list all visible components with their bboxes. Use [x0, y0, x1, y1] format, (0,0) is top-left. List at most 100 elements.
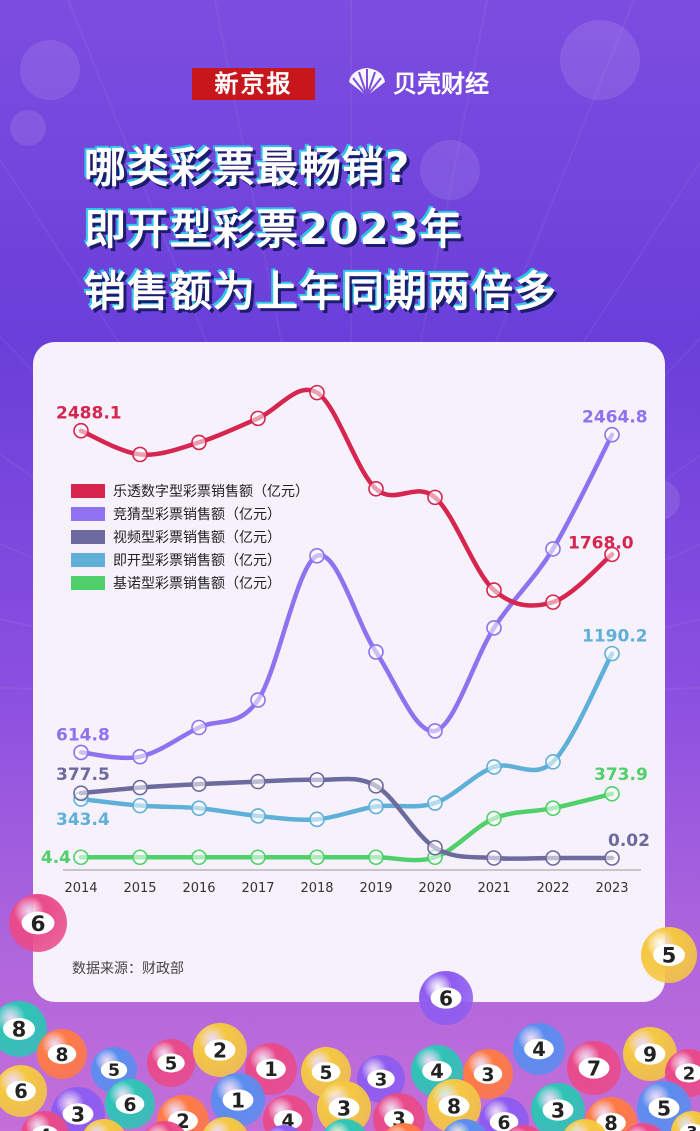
legend-swatch	[71, 484, 105, 498]
data-label: 2464.8	[582, 408, 648, 428]
data-point	[191, 776, 207, 792]
svg-text:3: 3	[551, 1098, 565, 1122]
lottery-ball: 3	[500, 1124, 548, 1131]
series-line	[78, 776, 615, 862]
lottery-ball: 8	[0, 1000, 48, 1058]
legend-swatch	[71, 576, 105, 590]
lottery-ball: 7	[380, 1122, 428, 1131]
chart-card: 2014 2015 2016 2017 2018 2019 2020 2021 2022 2023…	[33, 342, 665, 1002]
lottery-ball: 1	[210, 1072, 266, 1128]
lottery-ball: 8	[36, 1028, 88, 1080]
data-label: 343.4	[56, 810, 110, 830]
data-point	[545, 754, 561, 770]
legend-entry: 竞猜型彩票销售额（亿元）	[113, 506, 281, 523]
svg-text:6: 6	[14, 1080, 28, 1103]
data-label: 377.5	[56, 765, 110, 785]
data-label: 4.4	[41, 848, 71, 868]
lottery-ball: 3	[50, 1086, 106, 1131]
background-bubble	[420, 140, 480, 200]
x-tick-label: 2022	[536, 881, 569, 896]
svg-text:8: 8	[12, 1018, 27, 1042]
data-source-note: 数据来源：财政部	[72, 961, 184, 977]
data-point	[368, 480, 384, 497]
x-tick-label: 2014	[64, 881, 97, 896]
data-point	[427, 489, 443, 506]
legend-entry: 乐透数字型彩票销售额（亿元）	[113, 484, 309, 500]
lottery-ball: 4	[512, 1022, 566, 1076]
data-point	[132, 748, 148, 765]
data-point	[250, 808, 266, 824]
svg-text:5: 5	[165, 1054, 178, 1075]
svg-text:2: 2	[683, 1064, 696, 1085]
lottery-ball: 5	[320, 1118, 370, 1131]
data-point	[368, 778, 384, 794]
data-point	[604, 850, 620, 866]
legend-swatch	[71, 530, 105, 544]
lottery-ball: 3	[356, 1054, 406, 1104]
svg-text:4: 4	[532, 1038, 546, 1061]
data-label: 0.02	[608, 831, 650, 851]
x-tick-label: 2019	[359, 881, 392, 896]
lottery-ball: 3	[316, 1080, 372, 1131]
svg-text:5: 5	[662, 944, 677, 968]
svg-text:5: 5	[657, 1096, 671, 1120]
lottery-ball: 8	[584, 1096, 638, 1131]
data-point	[486, 810, 502, 827]
lottery-ball: 7	[566, 1040, 622, 1096]
data-point	[132, 779, 148, 796]
lottery-ball: 6	[8, 893, 68, 953]
lottery-ball: 6	[0, 1064, 48, 1118]
svg-text:3: 3	[375, 1070, 388, 1091]
svg-text:2: 2	[176, 1110, 190, 1131]
data-point	[486, 620, 502, 636]
data-point	[309, 384, 325, 401]
svg-text:2: 2	[213, 1038, 227, 1062]
lottery-ball: 4	[20, 1110, 70, 1131]
data-label: 1190.2	[582, 627, 648, 647]
data-point	[250, 849, 266, 866]
svg-text:6: 6	[439, 986, 453, 1010]
lottery-ball: 5	[146, 1038, 196, 1088]
headline-line-1: 哪类彩票最畅销?	[84, 143, 411, 192]
data-point	[486, 582, 502, 598]
lottery-ball: 8	[140, 1120, 190, 1131]
data-label: 1768.0	[568, 533, 634, 553]
svg-text:9: 9	[643, 1042, 657, 1066]
data-point	[132, 849, 148, 866]
lottery-ball: 4	[260, 1124, 308, 1131]
x-tick-label: 2023	[595, 881, 628, 896]
svg-text:4: 4	[430, 1060, 444, 1083]
svg-text:3: 3	[71, 1102, 85, 1126]
data-point	[545, 850, 561, 866]
data-point	[486, 759, 502, 775]
data-label: 373.9	[594, 765, 648, 785]
line-chart: 2014 2015 2016 2017 2018 2019 2020 2021 2022 2023…	[41, 384, 650, 896]
svg-text:6: 6	[30, 912, 45, 937]
svg-text:4: 4	[39, 1126, 52, 1131]
data-point	[368, 849, 384, 866]
data-point	[309, 547, 325, 564]
lottery-ball: 5	[640, 926, 698, 984]
lottery-ball: 2	[192, 1022, 248, 1078]
svg-text:1: 1	[264, 1058, 278, 1081]
data-point	[604, 645, 620, 662]
data-point	[250, 410, 266, 427]
svg-text:3: 3	[481, 1065, 494, 1086]
svg-text:1: 1	[231, 1088, 245, 1112]
data-point	[309, 811, 325, 828]
lottery-ball: 3	[530, 1082, 586, 1131]
data-point	[132, 446, 148, 463]
data-point	[368, 798, 384, 815]
data-label: 614.8	[56, 725, 110, 745]
data-point	[132, 797, 148, 814]
lottery-ball: 6	[418, 970, 474, 1026]
legend-entry: 基诺型彩票销售额（亿元）	[113, 575, 281, 592]
svg-text:6: 6	[123, 1095, 136, 1116]
lottery-ball: 8	[426, 1078, 482, 1131]
data-point	[191, 434, 207, 451]
data-point	[73, 422, 89, 439]
lottery-ball: 6	[104, 1078, 156, 1130]
lottery-ball: 2	[440, 1118, 490, 1131]
svg-text:6: 6	[497, 1113, 510, 1131]
